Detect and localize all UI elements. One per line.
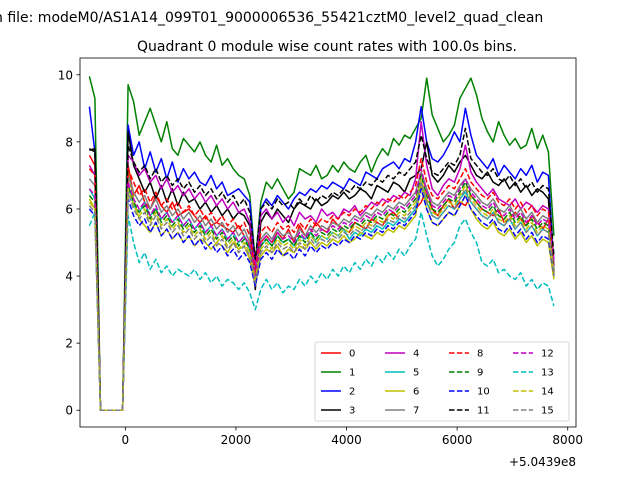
legend-label-1: 1 [349,368,355,379]
x-tick-label: 6000 [442,433,473,447]
legend-label-15: 15 [541,406,554,417]
legend-label-10: 10 [477,387,490,398]
legend-label-6: 6 [413,387,419,398]
legend-label-7: 7 [413,406,419,417]
legend-label-12: 12 [541,349,554,360]
y-tick-label: 0 [65,404,73,418]
series-line-7 [88,171,555,411]
legend-label-0: 0 [349,349,355,360]
series-line-4 [88,120,555,411]
legend-label-4: 4 [413,349,419,360]
series-line-9 [88,174,555,411]
x-offset-label: +5.0439e8 [509,455,576,469]
series-line-13 [88,211,555,411]
x-tick-label: 0 [122,433,130,447]
legend-box [314,341,570,422]
series-line-12 [88,167,555,411]
y-tick-label: 10 [58,68,73,82]
figure-suptitle: n file: modeM0/AS1A14_099T01_9000006536_… [0,10,543,26]
y-tick-label: 4 [65,270,73,284]
legend-label-2: 2 [349,387,355,398]
series-line-15 [88,181,555,411]
y-tick-label: 2 [65,337,73,351]
y-tick-label: 8 [65,135,73,149]
series-line-14 [88,178,555,411]
legend-label-5: 5 [413,368,419,379]
x-tick-label: 2000 [221,433,252,447]
series-line-8 [88,157,555,411]
chart-title: Quadrant 0 module wise count rates with … [137,39,517,55]
legend-label-9: 9 [477,368,483,379]
legend-label-8: 8 [477,349,483,360]
series-line-3 [89,131,555,411]
legend-label-14: 14 [541,387,554,398]
y-tick-label: 6 [65,202,73,216]
legend-label-3: 3 [349,406,355,417]
series-line-10 [88,188,555,411]
x-tick-label: 8000 [552,433,583,447]
series-line-1 [88,76,555,411]
legend-label-11: 11 [477,406,490,417]
axes-frame [79,57,577,428]
legend-label-13: 13 [541,368,554,379]
plot-area [88,76,555,411]
x-tick-label: 4000 [331,433,362,447]
series-line-11 [89,127,555,411]
